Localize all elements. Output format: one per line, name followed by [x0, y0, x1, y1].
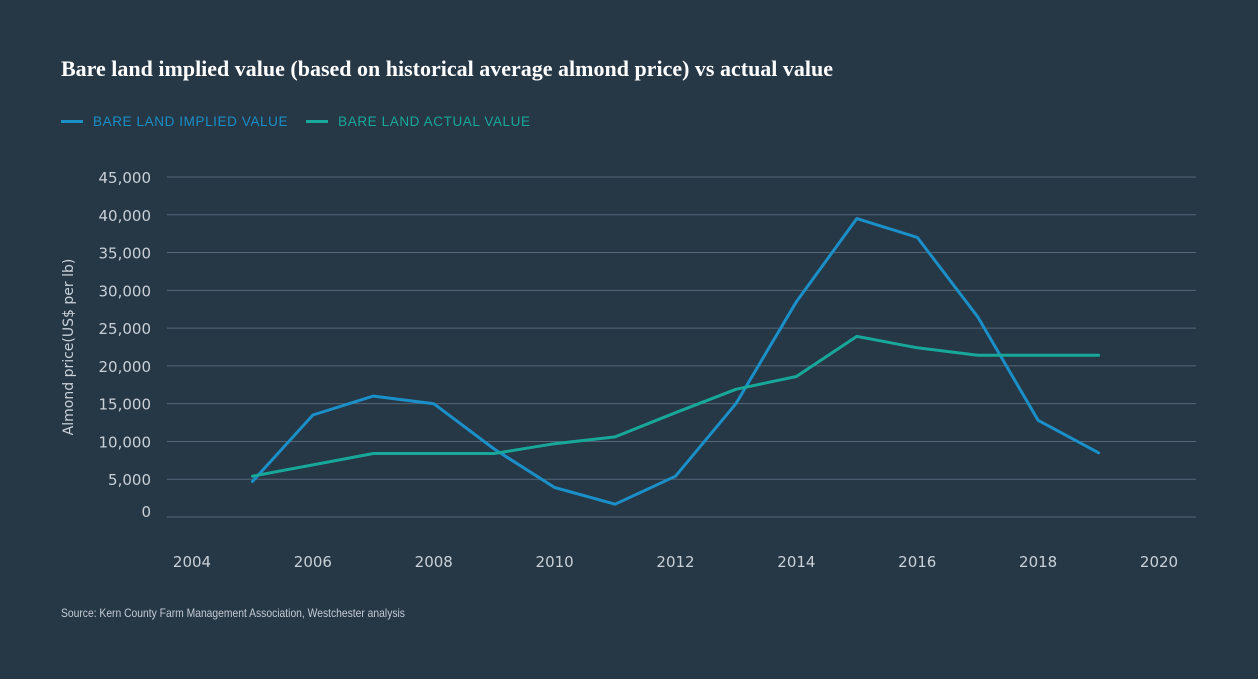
series-line-actual: [250, 334, 1101, 478]
legend-item-actual: BARE LAND ACTUAL VALUE: [306, 114, 531, 129]
chart-legend: BARE LAND IMPLIED VALUE BARE LAND ACTUAL…: [61, 114, 549, 129]
y-tick-label: 15,000: [99, 396, 152, 414]
source-note: Source: Kern County Farm Management Asso…: [61, 606, 405, 620]
y-tick-label: 45,000: [99, 169, 152, 187]
y-tick-label: 5,000: [108, 471, 151, 489]
x-tick-label: 2014: [777, 553, 815, 571]
y-tick-label: 35,000: [99, 245, 152, 263]
y-tick-label: 25,000: [99, 320, 152, 338]
x-tick-label: 2020: [1140, 553, 1178, 571]
x-tick-label: 2006: [294, 553, 332, 571]
y-tick-label: 10,000: [99, 433, 152, 451]
y-tick-label: 30,000: [99, 282, 152, 300]
y-axis-label: Almond price(US$ per lb): [61, 259, 77, 436]
grid-lines: [167, 176, 1196, 518]
x-tick-label: 2018: [1019, 553, 1057, 571]
y-axis-ticks: 45,000 40,000 35,000 30,000 25,000 20,000 15,0…: [99, 169, 152, 521]
legend-swatch-actual: [306, 120, 329, 123]
chart-title: Bare land implied value (based on histor…: [61, 56, 834, 81]
legend-item-implied: BARE LAND IMPLIED VALUE: [61, 114, 288, 129]
legend-label-implied: BARE LAND IMPLIED VALUE: [93, 114, 289, 129]
y-tick-label: 20,000: [99, 358, 152, 376]
x-tick-label: 2004: [173, 553, 211, 571]
x-tick-label: 2010: [536, 553, 574, 571]
series-line-implied: [250, 217, 1101, 506]
y-tick-label: 0: [141, 503, 151, 521]
legend-swatch-implied: [61, 120, 83, 123]
x-tick-label: 2012: [656, 553, 694, 571]
series-lines: [250, 217, 1101, 506]
x-tick-label: 2008: [415, 553, 453, 571]
x-axis-ticks: 2004 2006 2008 2010 2012 2014 2016 2018 2020: [173, 553, 1178, 571]
x-tick-label: 2016: [898, 553, 936, 571]
legend-label-actual: BARE LAND ACTUAL VALUE: [338, 114, 531, 129]
y-tick-label: 40,000: [99, 207, 152, 225]
